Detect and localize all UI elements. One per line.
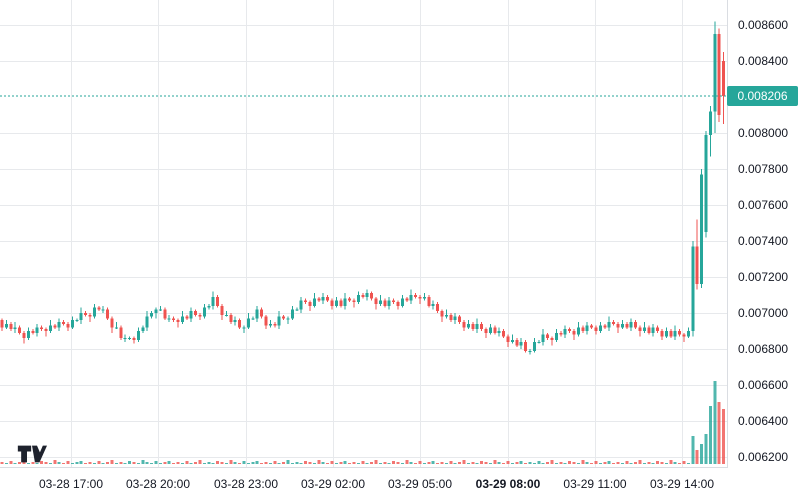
last-price-label: 0.008206 xyxy=(727,86,798,106)
price-axis-label: 0.008600 xyxy=(738,18,789,32)
time-axis-label: 03-28 23:00 xyxy=(213,477,279,491)
time-axis-label: 03-28 17:00 xyxy=(38,477,104,491)
price-axis-label: 0.006600 xyxy=(738,378,789,392)
price-axis-label: 0.007200 xyxy=(738,270,789,284)
grid-lines xyxy=(0,0,727,467)
price-axis-label: 0.006800 xyxy=(738,342,789,356)
price-axis-label: 0.008000 xyxy=(738,126,789,140)
time-axis-label: 03-29 14:00 xyxy=(649,477,715,491)
time-axis-label: 03-28 20:00 xyxy=(125,477,191,491)
price-axis-label: 0.007600 xyxy=(738,198,789,212)
time-axis-label: 03-29 02:00 xyxy=(300,477,366,491)
time-axis-label: 03-29 05:00 xyxy=(387,477,453,491)
time-axis-label: 03-29 11:00 xyxy=(563,477,627,491)
time-axis-border xyxy=(0,467,728,468)
price-axis-label: 0.006400 xyxy=(738,414,789,428)
candlestick-chart[interactable] xyxy=(0,0,727,467)
price-axis-label: 0.008400 xyxy=(738,54,789,68)
price-axis[interactable]: 0.008206 0.008600 0.008400 0.008000 0.00780… xyxy=(727,0,800,467)
price-axis-label: 0.006200 xyxy=(738,450,789,464)
price-axis-label: 0.007000 xyxy=(738,306,789,320)
volume-bars xyxy=(0,381,726,464)
time-axis-label: 03-29 08:00 xyxy=(475,477,541,491)
price-axis-border xyxy=(727,0,728,468)
price-axis-label: 0.007800 xyxy=(738,162,789,176)
candles xyxy=(0,21,726,355)
price-axis-label: 0.007400 xyxy=(738,234,789,248)
tradingview-logo[interactable] xyxy=(17,444,47,464)
time-axis[interactable]: 03-28 17:00 03-28 20:00 03-28 23:00 03-29 0… xyxy=(0,468,800,500)
